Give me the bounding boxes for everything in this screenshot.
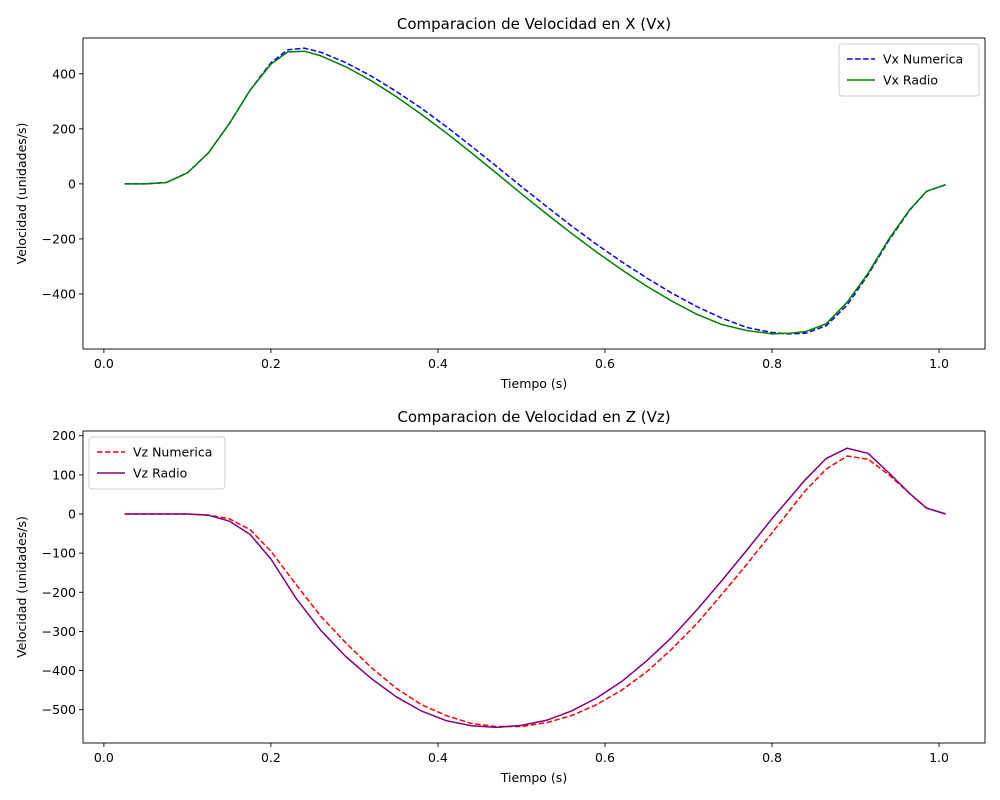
- chart-panel-2: 0.0 0.2 0.4 0.6 0.8 1.0 −500 −400 −300 −200 −100 0 1…: [14, 408, 986, 785]
- chart-title: Comparacion de Velocidad en X (Vx): [397, 15, 671, 33]
- y-tick-label: 0: [68, 176, 76, 191]
- legend-entry: Vz Radio: [133, 466, 187, 481]
- y-tick-label: −300: [42, 624, 76, 639]
- y-tick-label: −500: [42, 702, 76, 717]
- y-axis-label: Velocidad (unidades/s): [14, 123, 29, 265]
- y-tick-label: −400: [42, 663, 76, 678]
- series-line-2-2: [124, 447, 946, 729]
- y-tick-label: −200: [42, 231, 76, 246]
- legend-entry: Vx Numerica: [883, 52, 963, 67]
- x-tick-label: 1.0: [929, 750, 949, 765]
- x-tick-label: 0.0: [94, 356, 114, 371]
- legend-entry: Vx Radio: [883, 73, 938, 88]
- axes-frame: [82, 430, 986, 744]
- y-axis-label: Velocidad (unidades/s): [14, 516, 29, 658]
- x-tick-label: 1.0: [929, 356, 949, 371]
- y-tick-label: −200: [42, 585, 76, 600]
- legend-box: [838, 43, 980, 97]
- y-tick-label: 0: [68, 506, 76, 521]
- x-tick-label: 0.4: [428, 750, 448, 765]
- y-tick-label: 200: [52, 121, 76, 136]
- x-tick-label: 0.6: [595, 750, 615, 765]
- x-tick-label: 0.4: [428, 356, 448, 371]
- x-tick-label: 0.6: [595, 356, 615, 371]
- legend-entry: Vz Numerica: [133, 445, 212, 460]
- x-axis-label: Tiempo (s): [500, 376, 567, 391]
- y-tick-label: −100: [42, 546, 76, 561]
- legend-box: [88, 436, 226, 490]
- y-tick-label: −400: [42, 286, 76, 301]
- y-tick-label: 100: [52, 467, 76, 482]
- x-tick-label: 0.2: [261, 750, 281, 765]
- legend: Vz Numerica Vz Radio: [88, 436, 226, 490]
- axes-frame: [82, 37, 986, 350]
- chart-panel-1: 0.0 0.2 0.4 0.6 0.8 1.0 −400 −200 0 200 400 Compara…: [14, 15, 986, 391]
- x-tick-label: 0.8: [762, 750, 782, 765]
- y-tick-label: 400: [52, 66, 76, 81]
- chart-title: Comparacion de Velocidad en Z (Vz): [397, 408, 670, 426]
- series-line-2-1: [124, 455, 946, 728]
- x-axis-label: Tiempo (s): [500, 770, 567, 785]
- y-tick-label: 200: [52, 428, 76, 443]
- x-tick-label: 0.0: [94, 750, 114, 765]
- x-tick-label: 0.2: [261, 356, 281, 371]
- x-tick-label: 0.8: [762, 356, 782, 371]
- series-line-1-2: [124, 50, 946, 335]
- series-line-1-1: [124, 47, 946, 335]
- legend: Vx Numerica Vx Radio: [838, 43, 980, 97]
